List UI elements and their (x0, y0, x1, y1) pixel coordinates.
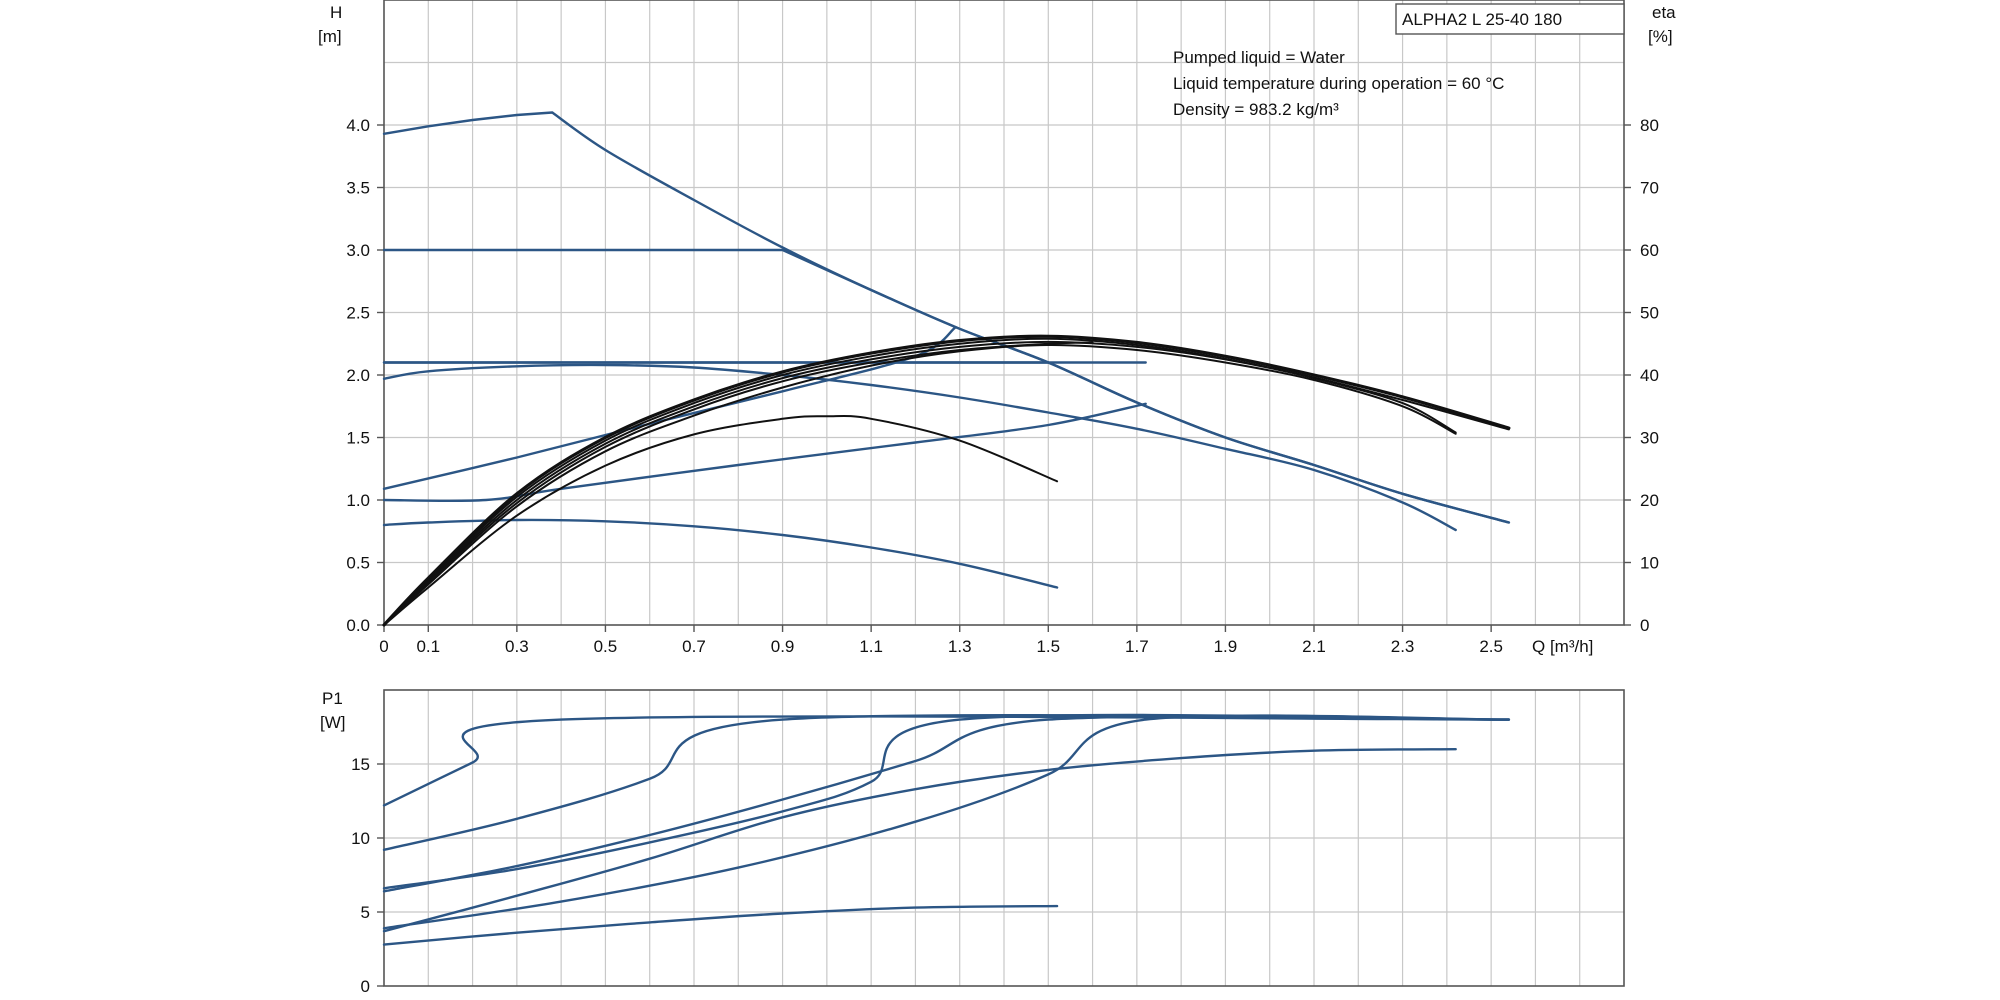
head-plot: 0 0.1 0.3 0.5 0.7 0.9 1.1 1.3 1.5 1.7 1.9 2.1 2.3 2.5… (318, 0, 1676, 656)
power-curve-4 (382, 715, 1511, 893)
power-curve-5 (382, 714, 1511, 930)
flow-tick-label: 1.3 (948, 637, 972, 656)
power-curve-1 (382, 715, 1511, 807)
efficiency-tick-label: 50 (1640, 304, 1659, 323)
efficiency-curve-3 (383, 340, 1457, 626)
head-plot-grid (384, 0, 1624, 625)
head-curve-8 (382, 518, 1059, 589)
head-tick-label: 3.0 (346, 241, 370, 260)
head-curve-2 (382, 248, 1511, 524)
head-axis-title: H (330, 3, 342, 22)
head-tick-label: 0.0 (346, 616, 370, 635)
flow-tick-label: 2.5 (1479, 637, 1503, 656)
efficiency-tick-label: 30 (1640, 429, 1659, 448)
power-plot: 0 5 10 15 P1 [W] (320, 689, 1625, 996)
efficiency-axis-unit: [%] (1648, 27, 1673, 46)
flow-tick-label: 0.5 (594, 637, 618, 656)
note-density: Density = 983.2 kg/m³ (1173, 100, 1339, 119)
power-plot-curves (382, 713, 1511, 946)
flow-tick-label: 1.5 (1036, 637, 1060, 656)
efficiency-tick-label: 70 (1640, 179, 1659, 198)
efficiency-tick-label: 40 (1640, 366, 1659, 385)
power-tick-label: 0 (361, 977, 370, 996)
power-curve-7 (382, 904, 1059, 946)
power-curve-3 (382, 713, 1511, 890)
efficiency-tick-label: 80 (1640, 116, 1659, 135)
head-tick-label: 2.5 (346, 304, 370, 323)
head-curve-7 (382, 402, 1147, 503)
head-tick-label: 4.0 (346, 116, 370, 135)
head-tick-label: 1.0 (346, 491, 370, 510)
note-liquid-temperature: Liquid temperature during operation = 60… (1173, 74, 1504, 93)
flow-tick-label: 0.7 (682, 637, 706, 656)
flow-axis-title: Q [m³/h] (1532, 637, 1593, 656)
flow-tick-label: 0.1 (416, 637, 440, 656)
efficiency-tick-label: 20 (1640, 491, 1659, 510)
power-tick-label: 10 (351, 829, 370, 848)
flow-tick-label: 0.9 (771, 637, 795, 656)
head-plot-ticks: 0 0.1 0.3 0.5 0.7 0.9 1.1 1.3 1.5 1.7 1.9 2.1 2.3 2.5… (346, 116, 1659, 656)
note-pumped-liquid: Pumped liquid = Water (1173, 48, 1345, 67)
head-curve-5 (382, 363, 1457, 532)
head-tick-label: 1.5 (346, 429, 370, 448)
head-axis-unit: [m] (318, 27, 342, 46)
power-curve-2 (382, 714, 1511, 851)
power-tick-label: 15 (351, 755, 370, 774)
flow-tick-label: 1.1 (859, 637, 883, 656)
flow-tick-label: 1.9 (1214, 637, 1238, 656)
power-curve-6 (382, 748, 1457, 933)
efficiency-curve-1 (382, 334, 1511, 627)
model-label: ALPHA2 L 25-40 180 (1402, 10, 1562, 29)
power-tick-label: 5 (361, 903, 370, 922)
flow-tick-label: 2.1 (1302, 637, 1326, 656)
power-axis-unit: [W] (320, 713, 346, 732)
efficiency-axis-title: eta (1652, 3, 1676, 22)
power-plot-ticks: 0 5 10 15 (351, 755, 384, 996)
flow-tick-label: 1.7 (1125, 637, 1149, 656)
efficiency-tick-label: 0 (1640, 616, 1649, 635)
flow-tick-label: 0.3 (505, 637, 529, 656)
flow-tick-label: 0 (379, 637, 388, 656)
head-curve-1 (382, 111, 1511, 524)
efficiency-tick-label: 60 (1640, 241, 1659, 260)
model-label-box (1395, 3, 1625, 35)
efficiency-tick-label: 10 (1640, 554, 1659, 573)
power-plot-grid (384, 690, 1624, 986)
head-tick-label: 2.0 (346, 366, 370, 385)
head-plot-curves (382, 111, 1511, 627)
efficiency-curve-6 (383, 415, 1059, 626)
power-axis-title: P1 (322, 689, 343, 708)
efficiency-curve-5 (383, 343, 1457, 626)
flow-tick-label: 2.3 (1391, 637, 1415, 656)
head-tick-label: 3.5 (346, 179, 370, 198)
head-tick-label: 0.5 (346, 554, 370, 573)
